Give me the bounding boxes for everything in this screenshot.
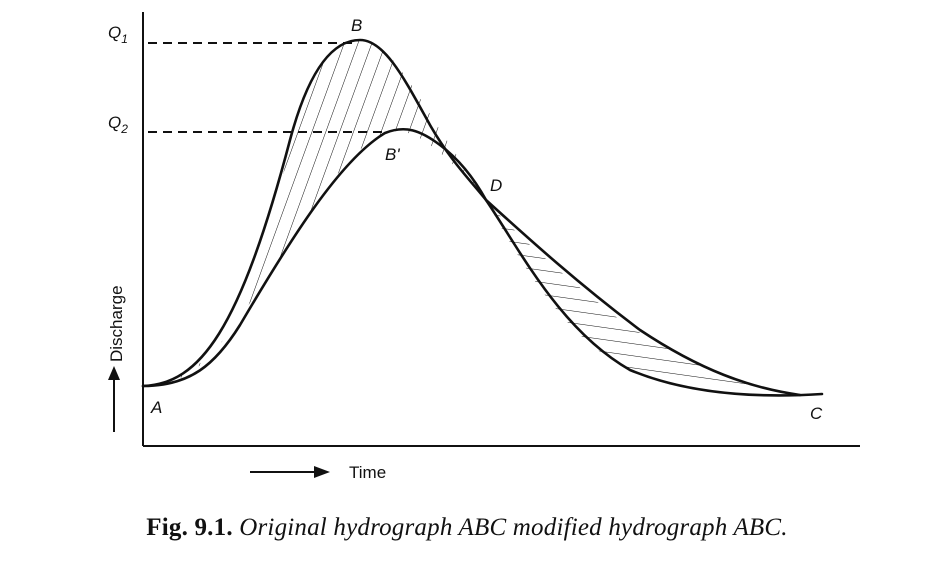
hatched-area-before-d	[150, 40, 486, 386]
label-q1-subscript: 1	[121, 32, 128, 46]
hatched-area-after-d	[486, 200, 800, 395]
label-q1: Q1	[108, 23, 128, 46]
label-b-prime: B'	[385, 145, 400, 164]
modified-hydrograph-curve	[141, 128, 802, 397]
discharge-arrow-icon	[108, 366, 120, 380]
figure-caption: Fig. 9.1. Original hydrograph ABC modifi…	[0, 514, 934, 542]
label-q2-subscript: 2	[120, 122, 128, 136]
label-c: C	[810, 404, 823, 423]
label-d: D	[490, 176, 502, 195]
label-q2: Q2	[108, 113, 128, 136]
x-axis-label: Time	[349, 463, 386, 482]
label-b: B	[351, 16, 362, 35]
y-axis-label: Discharge	[107, 285, 126, 362]
caption-text: Original hydrograph ABC modified hydrogr…	[239, 514, 788, 541]
time-arrow-icon	[314, 466, 330, 478]
caption-number: Fig. 9.1.	[146, 514, 233, 541]
original-hydrograph-curve	[141, 38, 824, 397]
label-a: A	[150, 398, 162, 417]
